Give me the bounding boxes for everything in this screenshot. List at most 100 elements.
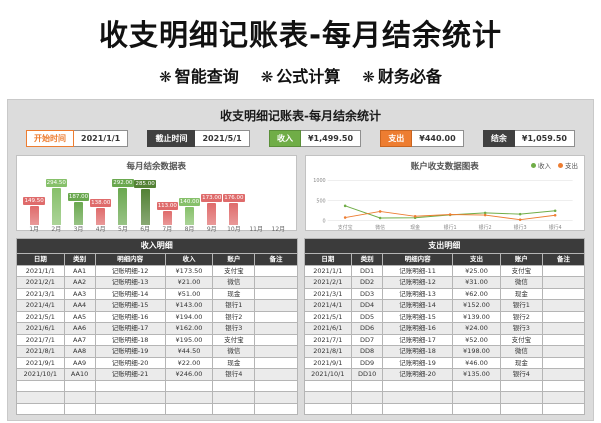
cell[interactable] bbox=[254, 368, 298, 381]
cell[interactable] bbox=[63, 391, 96, 404]
cell[interactable] bbox=[382, 402, 454, 415]
cell[interactable]: 银行1 bbox=[212, 299, 256, 312]
cell[interactable] bbox=[499, 391, 543, 404]
cell[interactable]: AA5 bbox=[63, 310, 96, 323]
cell[interactable] bbox=[351, 391, 384, 404]
cell[interactable]: DD7 bbox=[351, 333, 384, 346]
cell[interactable] bbox=[452, 402, 501, 415]
cell[interactable]: 记账明细-14 bbox=[382, 299, 454, 312]
cell[interactable] bbox=[382, 391, 454, 404]
cell[interactable]: DD10 bbox=[351, 368, 384, 381]
cell[interactable] bbox=[541, 287, 586, 300]
cell[interactable] bbox=[254, 345, 298, 358]
cell[interactable] bbox=[254, 356, 298, 369]
cell[interactable] bbox=[541, 345, 586, 358]
cell[interactable] bbox=[541, 299, 586, 312]
cell[interactable]: AA9 bbox=[63, 356, 96, 369]
cell[interactable] bbox=[541, 310, 586, 323]
cell[interactable]: ¥173.50 bbox=[164, 264, 214, 277]
cell[interactable]: 2021/1/1 bbox=[303, 264, 353, 277]
cell[interactable]: DD6 bbox=[351, 322, 384, 335]
cell[interactable] bbox=[254, 333, 298, 346]
cell[interactable]: 记账明细-20 bbox=[382, 368, 454, 381]
cell[interactable]: 支付宝 bbox=[212, 333, 256, 346]
cell[interactable]: DD1 bbox=[351, 264, 384, 277]
cell[interactable]: ¥194.00 bbox=[164, 310, 214, 323]
cell[interactable] bbox=[541, 276, 586, 289]
cell[interactable]: 记账明细-16 bbox=[382, 322, 454, 335]
cell[interactable]: ¥52.00 bbox=[452, 333, 501, 346]
cell[interactable]: 微信 bbox=[212, 345, 256, 358]
cell[interactable] bbox=[254, 322, 298, 335]
cell[interactable]: DD2 bbox=[351, 276, 384, 289]
cell[interactable]: 银行3 bbox=[499, 322, 543, 335]
start-time-value[interactable]: 2021/1/1 bbox=[74, 130, 129, 147]
cell[interactable] bbox=[541, 402, 586, 415]
cell[interactable]: 2021/5/1 bbox=[16, 310, 65, 323]
cell[interactable] bbox=[303, 391, 353, 404]
balance-button[interactable]: 结余 bbox=[482, 130, 515, 147]
cell[interactable]: 记账明细-20 bbox=[94, 356, 166, 369]
cell[interactable]: 2021/9/1 bbox=[303, 356, 353, 369]
cell[interactable]: 2021/8/1 bbox=[303, 345, 353, 358]
cell[interactable]: 记账明细-16 bbox=[94, 310, 166, 323]
cell[interactable] bbox=[164, 402, 214, 415]
cell[interactable]: ¥195.00 bbox=[164, 333, 214, 346]
cell[interactable]: 银行4 bbox=[212, 368, 256, 381]
cell[interactable] bbox=[452, 379, 501, 392]
cell[interactable]: 2021/9/1 bbox=[16, 356, 65, 369]
cell[interactable]: 银行3 bbox=[212, 322, 256, 335]
cell[interactable]: AA8 bbox=[63, 345, 96, 358]
cell[interactable] bbox=[94, 379, 166, 392]
cell[interactable]: 2021/10/1 bbox=[16, 368, 65, 381]
cell[interactable] bbox=[212, 402, 256, 415]
cell[interactable]: AA3 bbox=[63, 287, 96, 300]
cell[interactable]: 支付宝 bbox=[212, 264, 256, 277]
cell[interactable]: 记账明细-13 bbox=[94, 276, 166, 289]
cell[interactable]: 2021/6/1 bbox=[16, 322, 65, 335]
cell[interactable]: DD4 bbox=[351, 299, 384, 312]
cell[interactable]: 记账明细-18 bbox=[94, 333, 166, 346]
cell[interactable]: 2021/6/1 bbox=[303, 322, 353, 335]
cell[interactable]: 2021/3/1 bbox=[16, 287, 65, 300]
cell[interactable] bbox=[254, 287, 298, 300]
expense-button[interactable]: 支出 bbox=[380, 130, 413, 147]
cell[interactable]: 2021/1/1 bbox=[16, 264, 65, 277]
cell[interactable] bbox=[94, 391, 166, 404]
cell[interactable]: 2021/10/1 bbox=[303, 368, 353, 381]
cell[interactable] bbox=[94, 402, 166, 415]
cell[interactable] bbox=[541, 356, 586, 369]
cell[interactable]: AA7 bbox=[63, 333, 96, 346]
cell[interactable]: ¥51.00 bbox=[164, 287, 214, 300]
cell[interactable] bbox=[254, 391, 298, 404]
cell[interactable]: DD9 bbox=[351, 356, 384, 369]
cell[interactable]: 现金 bbox=[212, 356, 256, 369]
cell[interactable] bbox=[16, 379, 65, 392]
cell[interactable] bbox=[541, 379, 586, 392]
cell[interactable]: 2021/5/1 bbox=[303, 310, 353, 323]
cell[interactable]: 记账明细-21 bbox=[94, 368, 166, 381]
cell[interactable]: 现金 bbox=[212, 287, 256, 300]
cell[interactable]: DD3 bbox=[351, 287, 384, 300]
cell[interactable] bbox=[351, 379, 384, 392]
cell[interactable]: 银行1 bbox=[499, 299, 543, 312]
cell[interactable] bbox=[164, 379, 214, 392]
cell[interactable]: 记账明细-15 bbox=[94, 299, 166, 312]
cell[interactable] bbox=[254, 264, 298, 277]
cell[interactable]: ¥246.00 bbox=[164, 368, 214, 381]
end-time-value[interactable]: 2021/5/1 bbox=[195, 130, 250, 147]
cell[interactable]: 2021/4/1 bbox=[303, 299, 353, 312]
cell[interactable]: 记账明细-17 bbox=[94, 322, 166, 335]
cell[interactable]: 2021/2/1 bbox=[16, 276, 65, 289]
cell[interactable]: ¥24.00 bbox=[452, 322, 501, 335]
cell[interactable] bbox=[499, 402, 543, 415]
cell[interactable]: 2021/4/1 bbox=[16, 299, 65, 312]
cell[interactable] bbox=[254, 402, 298, 415]
cell[interactable] bbox=[541, 333, 586, 346]
cell[interactable] bbox=[254, 310, 298, 323]
cell[interactable]: DD5 bbox=[351, 310, 384, 323]
cell[interactable]: 记账明细-13 bbox=[382, 287, 454, 300]
cell[interactable]: 记账明细-11 bbox=[382, 264, 454, 277]
cell[interactable] bbox=[351, 402, 384, 415]
cell[interactable] bbox=[452, 391, 501, 404]
